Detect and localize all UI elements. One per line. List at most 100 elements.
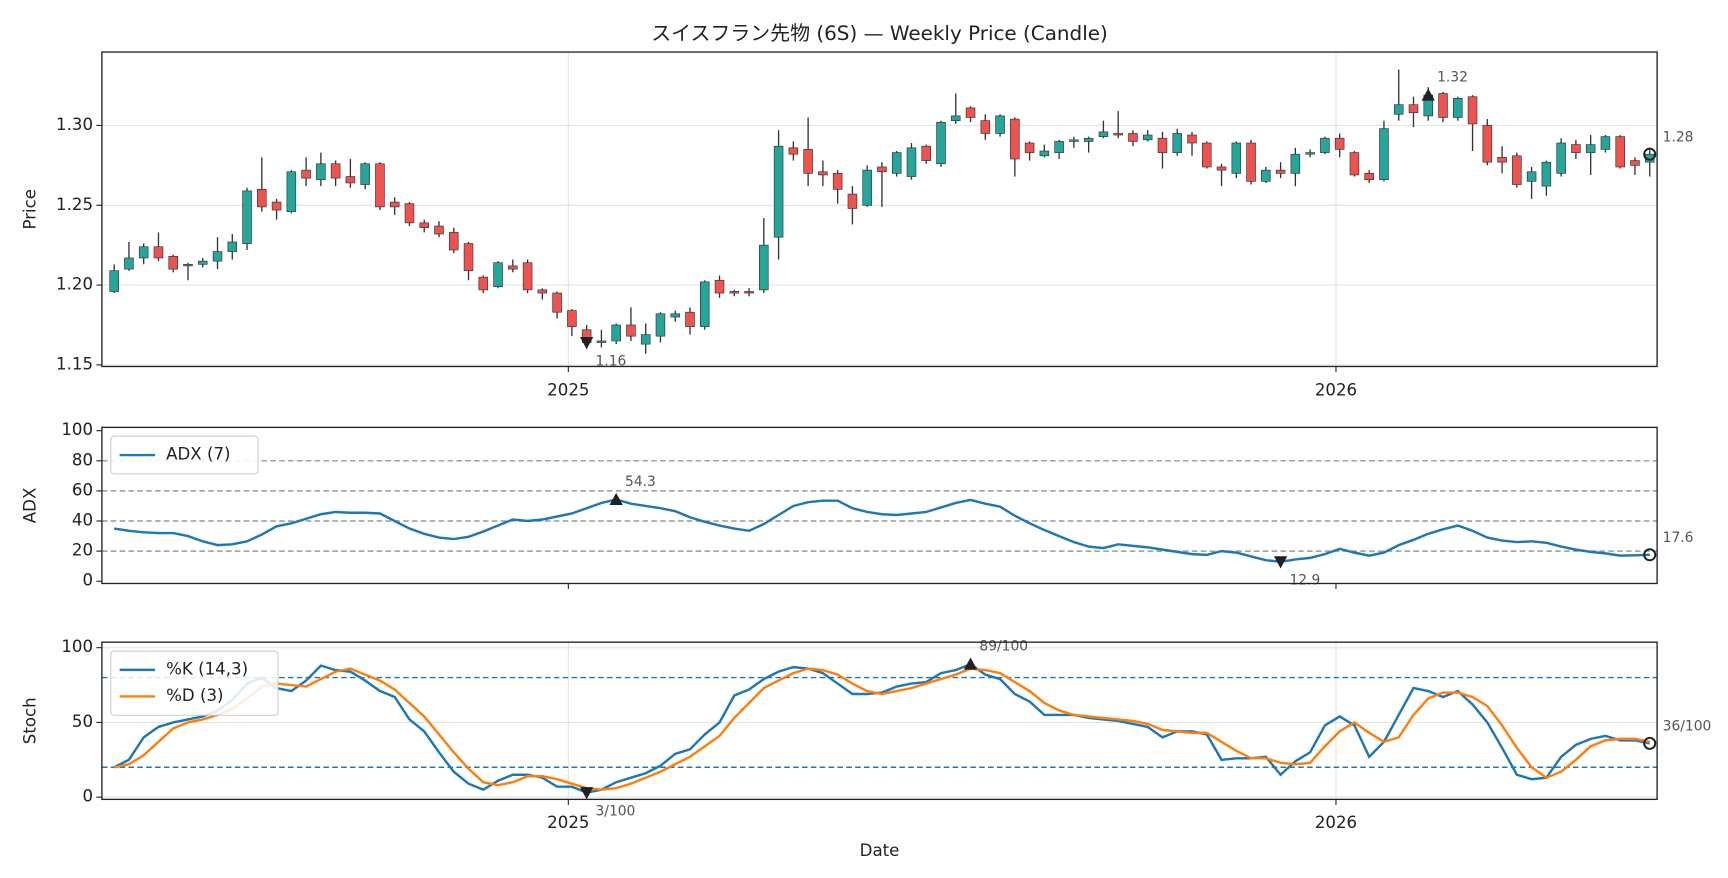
candle-body bbox=[906, 147, 917, 177]
candle-body bbox=[183, 263, 193, 267]
candle-body bbox=[316, 163, 326, 181]
candle-body bbox=[257, 188, 267, 208]
min-marker bbox=[579, 337, 594, 350]
candle-body bbox=[995, 115, 1005, 134]
candle-body bbox=[1157, 137, 1168, 153]
chart-title: スイスフラン先物 (6S) — Weekly Price (Candle) bbox=[651, 22, 1108, 45]
candle-body bbox=[1305, 152, 1315, 155]
plot-frame bbox=[101, 51, 1658, 368]
candle-body bbox=[1098, 131, 1109, 137]
candle-body bbox=[1334, 137, 1345, 150]
candle-body bbox=[227, 241, 238, 252]
plot-frame bbox=[101, 641, 1658, 801]
candle-body bbox=[419, 222, 429, 228]
candle-body bbox=[330, 163, 341, 179]
annotation: 12.9 bbox=[1289, 573, 1320, 589]
candle-body bbox=[1128, 133, 1138, 142]
candle-body bbox=[375, 163, 385, 208]
candle-body bbox=[1615, 136, 1625, 168]
max-marker bbox=[963, 657, 978, 670]
last-marker bbox=[1643, 548, 1657, 562]
candle-body bbox=[685, 311, 695, 327]
candle-body bbox=[655, 313, 666, 337]
candle-body bbox=[891, 152, 902, 174]
x-tick-label: 2026 bbox=[1315, 380, 1357, 399]
candle-body bbox=[1202, 142, 1212, 168]
line bbox=[113, 667, 1650, 791]
y-tick-label: 1.20 bbox=[56, 275, 93, 294]
candle-body bbox=[360, 163, 370, 185]
candle-body bbox=[537, 289, 548, 294]
candle-body bbox=[862, 169, 872, 206]
candle-body bbox=[1482, 125, 1493, 163]
candle-body bbox=[345, 176, 356, 184]
candle-body bbox=[1216, 166, 1227, 171]
candle-body bbox=[921, 145, 932, 161]
candle-body bbox=[197, 260, 208, 265]
candle-body bbox=[404, 203, 415, 224]
annotation: 1.32 bbox=[1437, 69, 1468, 85]
candle-body bbox=[1630, 160, 1640, 166]
candle-body bbox=[1526, 171, 1537, 182]
x-tick-label: 2025 bbox=[547, 380, 589, 399]
candle-body bbox=[1512, 155, 1522, 185]
candle-body bbox=[936, 121, 946, 165]
legend-box bbox=[110, 435, 259, 475]
candle-body bbox=[1541, 161, 1552, 187]
candle-body bbox=[1231, 142, 1242, 174]
legend-label: %K (14,3) bbox=[166, 659, 248, 678]
candle-body bbox=[1246, 142, 1256, 182]
candle-body bbox=[832, 173, 843, 190]
candle-body bbox=[212, 251, 223, 262]
candle-body bbox=[1024, 142, 1035, 153]
candle-body bbox=[567, 310, 577, 327]
candle-body bbox=[168, 256, 178, 270]
candle-body bbox=[847, 193, 858, 209]
candle-body bbox=[1172, 133, 1183, 153]
y-tick-label: 0 bbox=[82, 571, 93, 590]
candle-body bbox=[286, 171, 297, 212]
candle-body bbox=[1290, 153, 1301, 174]
candle-body bbox=[1039, 150, 1050, 157]
annotation: 89/100 bbox=[979, 638, 1028, 654]
candle-body bbox=[1142, 134, 1153, 141]
candle-body bbox=[1069, 139, 1079, 142]
candle-body bbox=[493, 262, 503, 288]
max-marker bbox=[1421, 88, 1435, 101]
candle-body bbox=[153, 246, 164, 259]
candle-body bbox=[640, 334, 651, 345]
candle-body bbox=[773, 145, 784, 238]
candle-body bbox=[700, 281, 710, 327]
legend-box bbox=[110, 650, 279, 716]
candle-body bbox=[1571, 144, 1581, 153]
candle-body bbox=[951, 115, 961, 122]
line bbox=[113, 662, 1650, 794]
candle-body bbox=[1010, 118, 1020, 160]
annotation: 1.28 bbox=[1663, 130, 1694, 146]
candle-body bbox=[1453, 97, 1463, 118]
y-tick-label: 1.30 bbox=[56, 115, 93, 134]
candle-body bbox=[271, 201, 282, 211]
candle-body bbox=[552, 292, 562, 313]
candle-body bbox=[1320, 137, 1330, 153]
candle-body bbox=[626, 324, 636, 337]
candle-body bbox=[389, 201, 400, 208]
last-marker bbox=[1643, 736, 1657, 750]
candle-body bbox=[803, 149, 813, 174]
candle-body bbox=[980, 120, 991, 134]
candle-body bbox=[1393, 104, 1404, 115]
plot-frame bbox=[101, 426, 1658, 585]
candle-body bbox=[448, 232, 459, 251]
y-tick-label: 0 bbox=[82, 787, 93, 806]
candle-body bbox=[109, 270, 119, 292]
candle-body bbox=[714, 279, 725, 294]
candle-body bbox=[1585, 144, 1596, 153]
min-marker bbox=[1273, 556, 1288, 569]
candle-body bbox=[1467, 96, 1478, 125]
candle-body bbox=[729, 291, 740, 294]
candle-body bbox=[1187, 134, 1197, 144]
candle-body bbox=[124, 257, 134, 270]
x-tick-label: 2026 bbox=[1315, 813, 1357, 832]
candle-body bbox=[759, 244, 769, 291]
